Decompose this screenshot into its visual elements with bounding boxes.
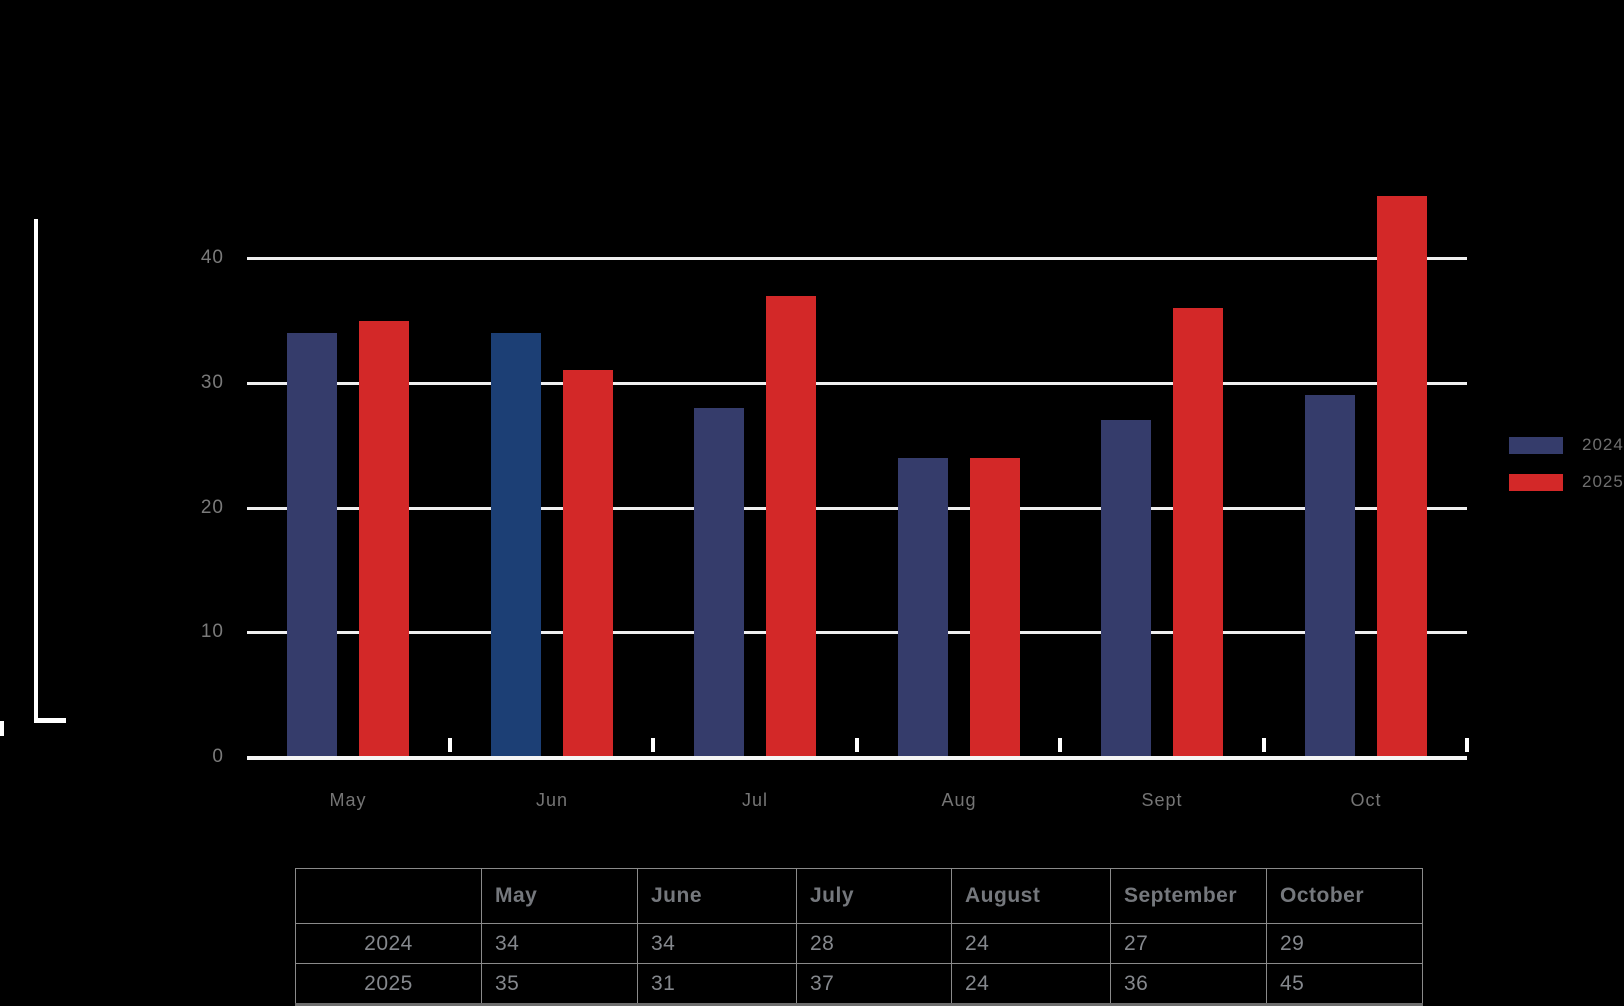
table-cell-2025-May: 35 — [481, 963, 638, 1005]
y-axis-tick-label: 40 — [200, 247, 224, 268]
table-cell-2025-July: 37 — [796, 963, 952, 1005]
legend-label: 2025 — [1582, 472, 1624, 491]
x-axis-minor-tick — [1058, 738, 1062, 752]
y-axis-tick-label: 0 — [212, 746, 224, 767]
x-axis-minor-tick — [1262, 738, 1266, 752]
legend-label: 2024 — [1582, 435, 1624, 454]
y-axis-tick-label: 20 — [200, 497, 224, 518]
bar-2024-Aug — [898, 458, 948, 757]
table-cell-2024-June: 34 — [637, 923, 797, 964]
x-axis-label-Sept: Sept — [1141, 790, 1183, 810]
edge-tick-mark — [0, 721, 4, 736]
y-axis-tick-label: 30 — [200, 372, 224, 393]
table-header-row: May June July August September October — [295, 868, 1423, 924]
table-header-cell-May: May — [481, 868, 638, 924]
bar-2024-May — [287, 333, 337, 757]
table-cell-2024-August: 24 — [951, 923, 1111, 964]
table-header-cell-June: June — [637, 868, 797, 924]
x-axis-label-Jul: Jul — [741, 790, 768, 810]
x-axis-label-May: May — [329, 790, 367, 810]
table-body: 2024 34 34 28 24 27 29 2025 35 31 37 24 36 45 — [295, 923, 1423, 1005]
table-cell-2025-September: 36 — [1110, 963, 1267, 1005]
x-axis-baseline — [247, 756, 1467, 760]
legend-item-2025: 2025 — [1509, 472, 1624, 492]
table-cell-2024-May: 34 — [481, 923, 638, 964]
data-table: May June July August September October 2024 34… — [295, 868, 1423, 1006]
bar-2024-Oct — [1305, 395, 1355, 757]
table-header-cell-empty — [295, 868, 482, 924]
x-axis-label-Jun: Jun — [535, 790, 569, 810]
table-row-2025: 2025 35 31 37 24 36 45 — [295, 963, 1423, 1005]
gridline-20 — [247, 507, 1467, 510]
table-cell-2025-October: 45 — [1266, 963, 1423, 1005]
bar-2025-Jun — [563, 370, 613, 757]
table-cell-2024-September: 27 — [1110, 923, 1267, 964]
legend-item-2024: 2024 — [1509, 435, 1624, 455]
table-header-cell-September: September — [1110, 868, 1267, 924]
gridline-30 — [247, 382, 1467, 385]
bar-2025-Oct — [1377, 196, 1427, 757]
bar-2024-Jul — [694, 408, 744, 757]
table-row-2024: 2024 34 34 28 24 27 29 — [295, 923, 1423, 964]
y-axis-line — [34, 219, 38, 723]
table-header-cell-August: August — [951, 868, 1111, 924]
x-axis-minor-tick — [651, 738, 655, 752]
y-axis-tick-label: 10 — [200, 621, 224, 642]
x-axis-minor-tick — [855, 738, 859, 752]
table-header-cell-October: October — [1266, 868, 1423, 924]
gridline-10 — [247, 631, 1467, 634]
bar-2024-Sept — [1101, 420, 1151, 757]
bar-2025-Aug — [970, 458, 1020, 757]
x-axis-minor-tick — [448, 738, 452, 752]
table-cell-2025-June: 31 — [637, 963, 797, 1005]
table-cell-2024-July: 28 — [796, 923, 952, 964]
x-axis-label-Oct: Oct — [1350, 790, 1382, 810]
gridline-40 — [247, 257, 1467, 260]
bar-2025-Sept — [1173, 308, 1223, 757]
table-cell-2025-August: 24 — [951, 963, 1111, 1005]
legend-swatch-2025 — [1509, 473, 1563, 491]
bar-2025-Jul — [766, 296, 816, 757]
legend-swatch-2024 — [1509, 436, 1563, 454]
x-axis-label-Aug: Aug — [941, 790, 977, 810]
table-row-label: 2025 — [295, 963, 482, 1005]
y-axis-foot — [34, 718, 66, 723]
bar-2025-May — [359, 321, 409, 757]
table-header-cell-July: July — [796, 868, 952, 924]
x-axis-minor-tick — [1465, 738, 1469, 752]
bar-2024-Jun — [491, 333, 541, 757]
table-cell-2024-October: 29 — [1266, 923, 1423, 964]
table-row-label: 2024 — [295, 923, 482, 964]
table-header: May June July August September October — [295, 868, 1423, 924]
